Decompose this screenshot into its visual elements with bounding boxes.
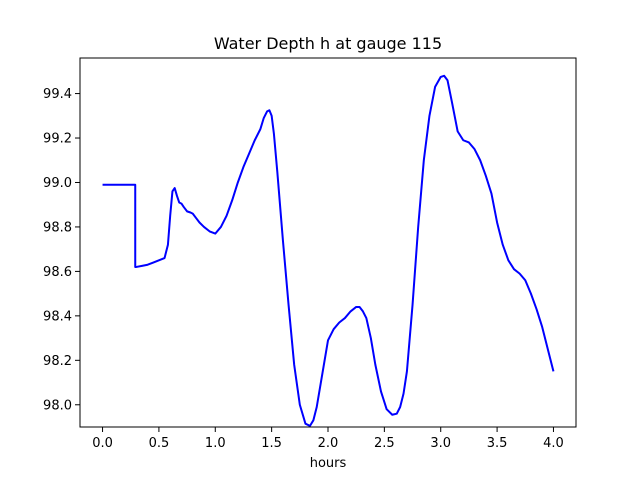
y-tick-label: 98.8	[43, 220, 72, 235]
x-tick-label: 3.5	[487, 436, 508, 451]
y-tick-label: 98.6	[43, 265, 72, 280]
y-axis: 98.0 98.2 98.4 98.6 98.8 99.0 99.2 99.4	[43, 87, 80, 413]
y-tick-label: 98.2	[43, 354, 72, 369]
x-axis-label: hours	[310, 456, 347, 471]
plot-area	[79, 57, 577, 428]
x-tick-label: 0.0	[92, 436, 113, 451]
y-tick-label: 98.4	[43, 309, 72, 324]
x-tick-label: 1.0	[205, 436, 226, 451]
y-tick-label: 99.4	[43, 87, 72, 102]
x-tick-label: 3.0	[430, 436, 451, 451]
x-tick-label: 0.5	[149, 436, 170, 451]
x-tick-label: 2.0	[318, 436, 339, 451]
series-line	[102, 74, 555, 427]
y-tick-label: 99.2	[43, 132, 72, 147]
y-tick-label: 98.0	[43, 398, 72, 413]
x-axis: 0.0 0.5 1.0 1.5 2.0 2.5 3.0 3.5 4.0	[92, 427, 564, 451]
chart-title: Water Depth h at gauge 115	[214, 34, 442, 53]
x-tick-label: 4.0	[543, 436, 564, 451]
x-tick-label: 2.5	[374, 436, 395, 451]
y-tick-label: 99.0	[43, 176, 72, 191]
x-tick-label: 1.5	[261, 436, 282, 451]
